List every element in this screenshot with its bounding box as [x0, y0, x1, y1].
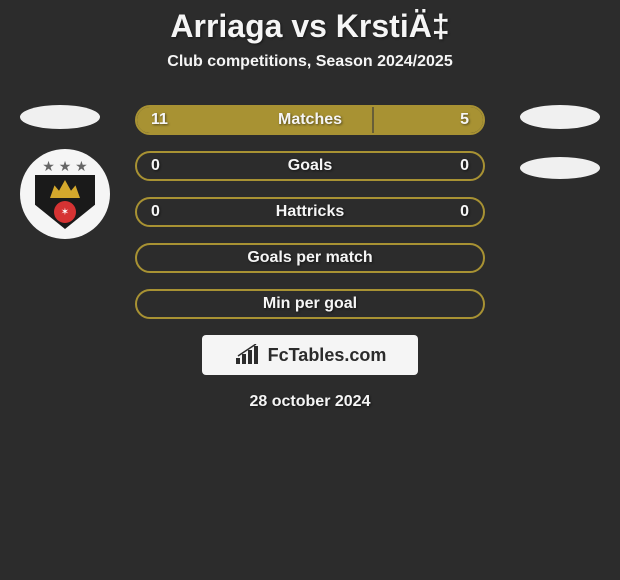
- stat-label: Goals: [288, 157, 332, 175]
- content-area: ★ ★ ★ ✶ 11 Matches 5 0 Goals 0 0 Hattricks 0 Goal…: [0, 105, 620, 411]
- page-title: Arriaga vs KrstiÄ‡: [0, 8, 620, 45]
- stat-label: Hattricks: [276, 203, 344, 221]
- footer-logo-text: FcTables.com: [268, 345, 387, 366]
- footer-date: 28 october 2024: [0, 393, 620, 411]
- badge-stars-icon: ★ ★ ★: [32, 158, 98, 175]
- badge-shield-icon: ✶: [35, 175, 95, 229]
- stat-row: Min per goal: [135, 289, 485, 319]
- stats-container: 11 Matches 5 0 Goals 0 0 Hattricks 0 Goals per ma…: [135, 105, 485, 319]
- club-right-placeholder: [520, 157, 600, 179]
- stat-right-value: 5: [460, 111, 469, 129]
- stat-row: 0 Hattricks 0: [135, 197, 485, 227]
- stat-label: Min per goal: [263, 295, 357, 313]
- stat-right-value: 0: [460, 157, 469, 175]
- footer-logo: FcTables.com: [202, 335, 418, 375]
- stat-label: Matches: [278, 111, 342, 129]
- stat-left-value: 0: [151, 203, 160, 221]
- stat-left-value: 0: [151, 157, 160, 175]
- crown-icon: [50, 180, 80, 198]
- badge-emblem-icon: ✶: [54, 201, 76, 223]
- player-right-avatar-placeholder: [520, 105, 600, 129]
- stat-label: Goals per match: [247, 249, 372, 267]
- page-subtitle: Club competitions, Season 2024/2025: [0, 53, 620, 71]
- header: Arriaga vs KrstiÄ‡ Club competitions, Se…: [0, 0, 620, 71]
- stat-right-value: 0: [460, 203, 469, 221]
- stat-left-value: 11: [151, 111, 168, 129]
- player-left-avatar-placeholder: [20, 105, 100, 129]
- stat-row: 0 Goals 0: [135, 151, 485, 181]
- club-left-badge: ★ ★ ★ ✶: [20, 149, 110, 239]
- stat-row: 11 Matches 5: [135, 105, 485, 135]
- fctables-chart-icon: [234, 344, 262, 366]
- stat-row: Goals per match: [135, 243, 485, 273]
- club-badge-inner: ★ ★ ★ ✶: [32, 158, 98, 230]
